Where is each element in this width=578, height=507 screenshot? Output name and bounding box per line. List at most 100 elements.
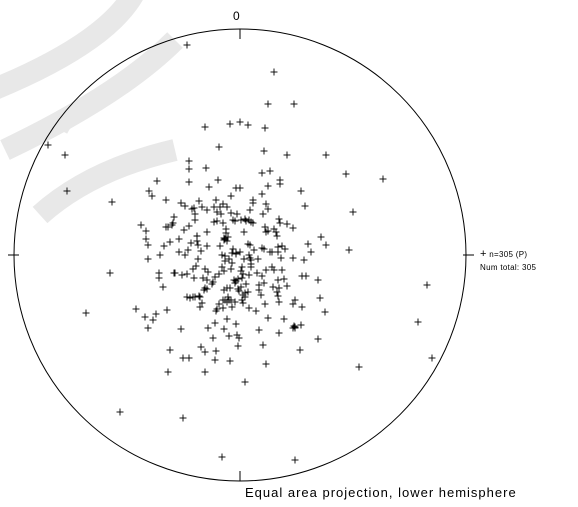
pole-marker <box>252 307 260 315</box>
pole-marker <box>227 192 235 200</box>
pole-marker <box>270 225 278 233</box>
pole-marker <box>219 200 227 208</box>
pole-marker <box>276 180 284 188</box>
pole-marker <box>215 270 223 278</box>
pole-marker <box>194 241 202 249</box>
pole-marker <box>245 271 253 279</box>
pole-marker <box>153 177 161 185</box>
pole-marker <box>163 306 171 314</box>
pole-marker <box>274 248 282 256</box>
pole-marker <box>228 259 236 267</box>
pole-marker <box>423 281 431 289</box>
pole-marker <box>217 210 225 218</box>
pole-marker <box>245 251 253 259</box>
pole-marker <box>262 200 270 208</box>
pole-marker <box>231 279 239 287</box>
pole-marker <box>204 324 212 332</box>
pole-marker <box>246 206 254 214</box>
pole-marker <box>241 378 249 386</box>
pole-marker <box>262 360 270 368</box>
pole-marker <box>209 334 217 342</box>
pole-marker <box>106 269 114 277</box>
watermark-arcs <box>0 0 183 224</box>
pole-marker <box>278 242 286 250</box>
pole-marker <box>428 354 436 362</box>
pole-marker <box>291 456 299 464</box>
pole-marker <box>321 308 329 316</box>
pole-marker <box>223 315 231 323</box>
pole-marker <box>203 276 211 284</box>
pole-marker <box>220 267 228 275</box>
pole-marker <box>211 356 219 364</box>
pole-marker <box>317 233 325 241</box>
pole-marker <box>228 249 236 257</box>
pole-marker <box>261 223 269 231</box>
pole-marker <box>203 228 211 236</box>
pole-marker <box>342 170 350 178</box>
pole-marker <box>175 248 183 256</box>
pole-marker <box>208 280 216 288</box>
pole-marker <box>283 282 291 290</box>
pole-marker <box>183 270 191 278</box>
pole-marker <box>277 254 285 262</box>
pole-marker <box>249 199 257 207</box>
pole-marker <box>297 187 305 195</box>
pole-marker <box>289 324 297 332</box>
pole-marker <box>258 244 266 252</box>
pole-marker <box>296 346 304 354</box>
pole-marker <box>254 255 262 263</box>
pole-marker <box>144 255 152 263</box>
pole-marker <box>230 276 238 284</box>
pole-marker <box>322 241 330 249</box>
pole-marker <box>270 68 278 76</box>
pole-marker <box>233 210 241 218</box>
pole-marker <box>191 216 199 224</box>
pole-marker <box>258 190 266 198</box>
pole-marker <box>203 206 211 214</box>
pole-marker <box>221 257 229 265</box>
pole-marker <box>234 275 242 283</box>
pole-marker <box>235 287 243 295</box>
cardinal-ticks <box>8 29 474 481</box>
pole-marker <box>275 284 283 292</box>
pole-marker <box>264 182 272 190</box>
projection-caption: Equal area projection, lower hemisphere <box>245 485 517 500</box>
pole-marker <box>196 293 204 301</box>
pole-marker <box>261 124 269 132</box>
pole-marker <box>314 276 322 284</box>
pole-marker <box>224 293 232 301</box>
pole-marker <box>144 324 152 332</box>
pole-marker <box>283 151 291 159</box>
legend-entry: + n=305 (P) <box>480 248 536 261</box>
pole-marker <box>218 453 226 461</box>
pole-marker <box>144 241 152 249</box>
pole-marker <box>231 298 239 306</box>
pole-marker <box>275 215 283 223</box>
pole-marker <box>220 236 228 244</box>
pole-marker <box>201 265 209 273</box>
pole-marker <box>289 254 297 262</box>
pole-marker <box>241 293 249 301</box>
pole-marker <box>268 248 276 256</box>
pole-marker <box>211 319 219 327</box>
pole-marker <box>202 164 210 172</box>
pole-marker <box>223 237 231 245</box>
pole-marker <box>241 215 249 223</box>
pole-marker <box>289 224 297 232</box>
pole-marker <box>249 219 257 227</box>
north-label: 0 <box>233 9 240 23</box>
legend-count: n=305 (P) <box>489 250 528 259</box>
pole-marker <box>257 291 265 299</box>
pole-marker <box>270 266 278 274</box>
pole-marker <box>116 408 124 416</box>
pole-marker <box>214 176 222 184</box>
pole-marker <box>261 300 269 308</box>
pole-marker <box>152 310 160 318</box>
pole-marker <box>137 221 145 229</box>
pole-marker <box>61 151 69 159</box>
pole-marker <box>145 187 153 195</box>
pole-marker <box>229 245 237 253</box>
pole-marker <box>183 41 191 49</box>
pole-marker <box>235 334 243 342</box>
pole-marker <box>225 255 233 263</box>
